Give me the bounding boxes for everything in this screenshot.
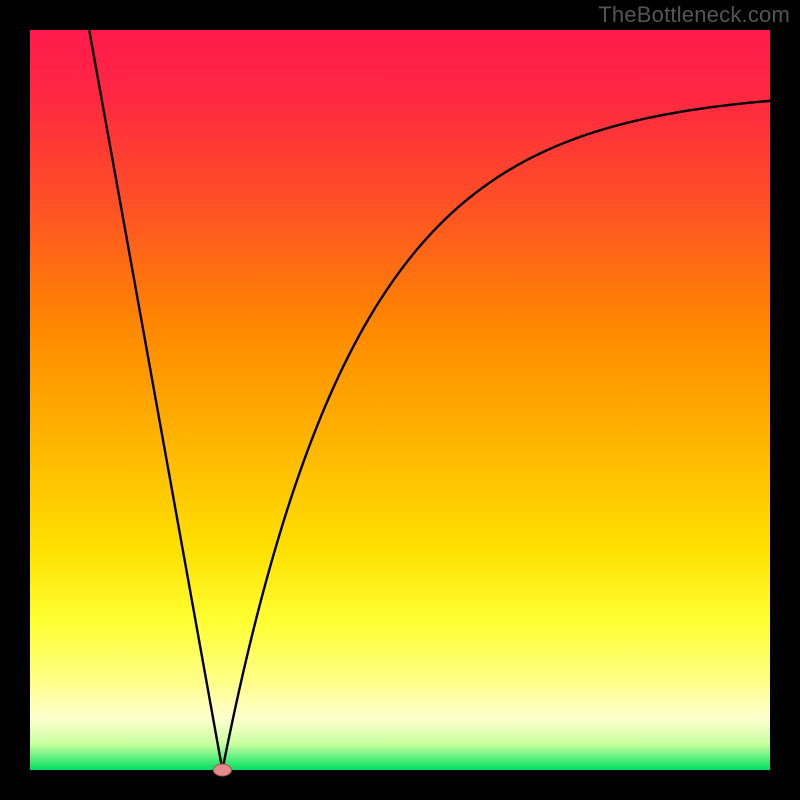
plot-background: [30, 30, 770, 770]
minimum-marker: [213, 764, 231, 776]
watermark-text: TheBottleneck.com: [598, 2, 790, 28]
chart-stage: TheBottleneck.com: [0, 0, 800, 800]
bottleneck-plot: [0, 0, 800, 800]
